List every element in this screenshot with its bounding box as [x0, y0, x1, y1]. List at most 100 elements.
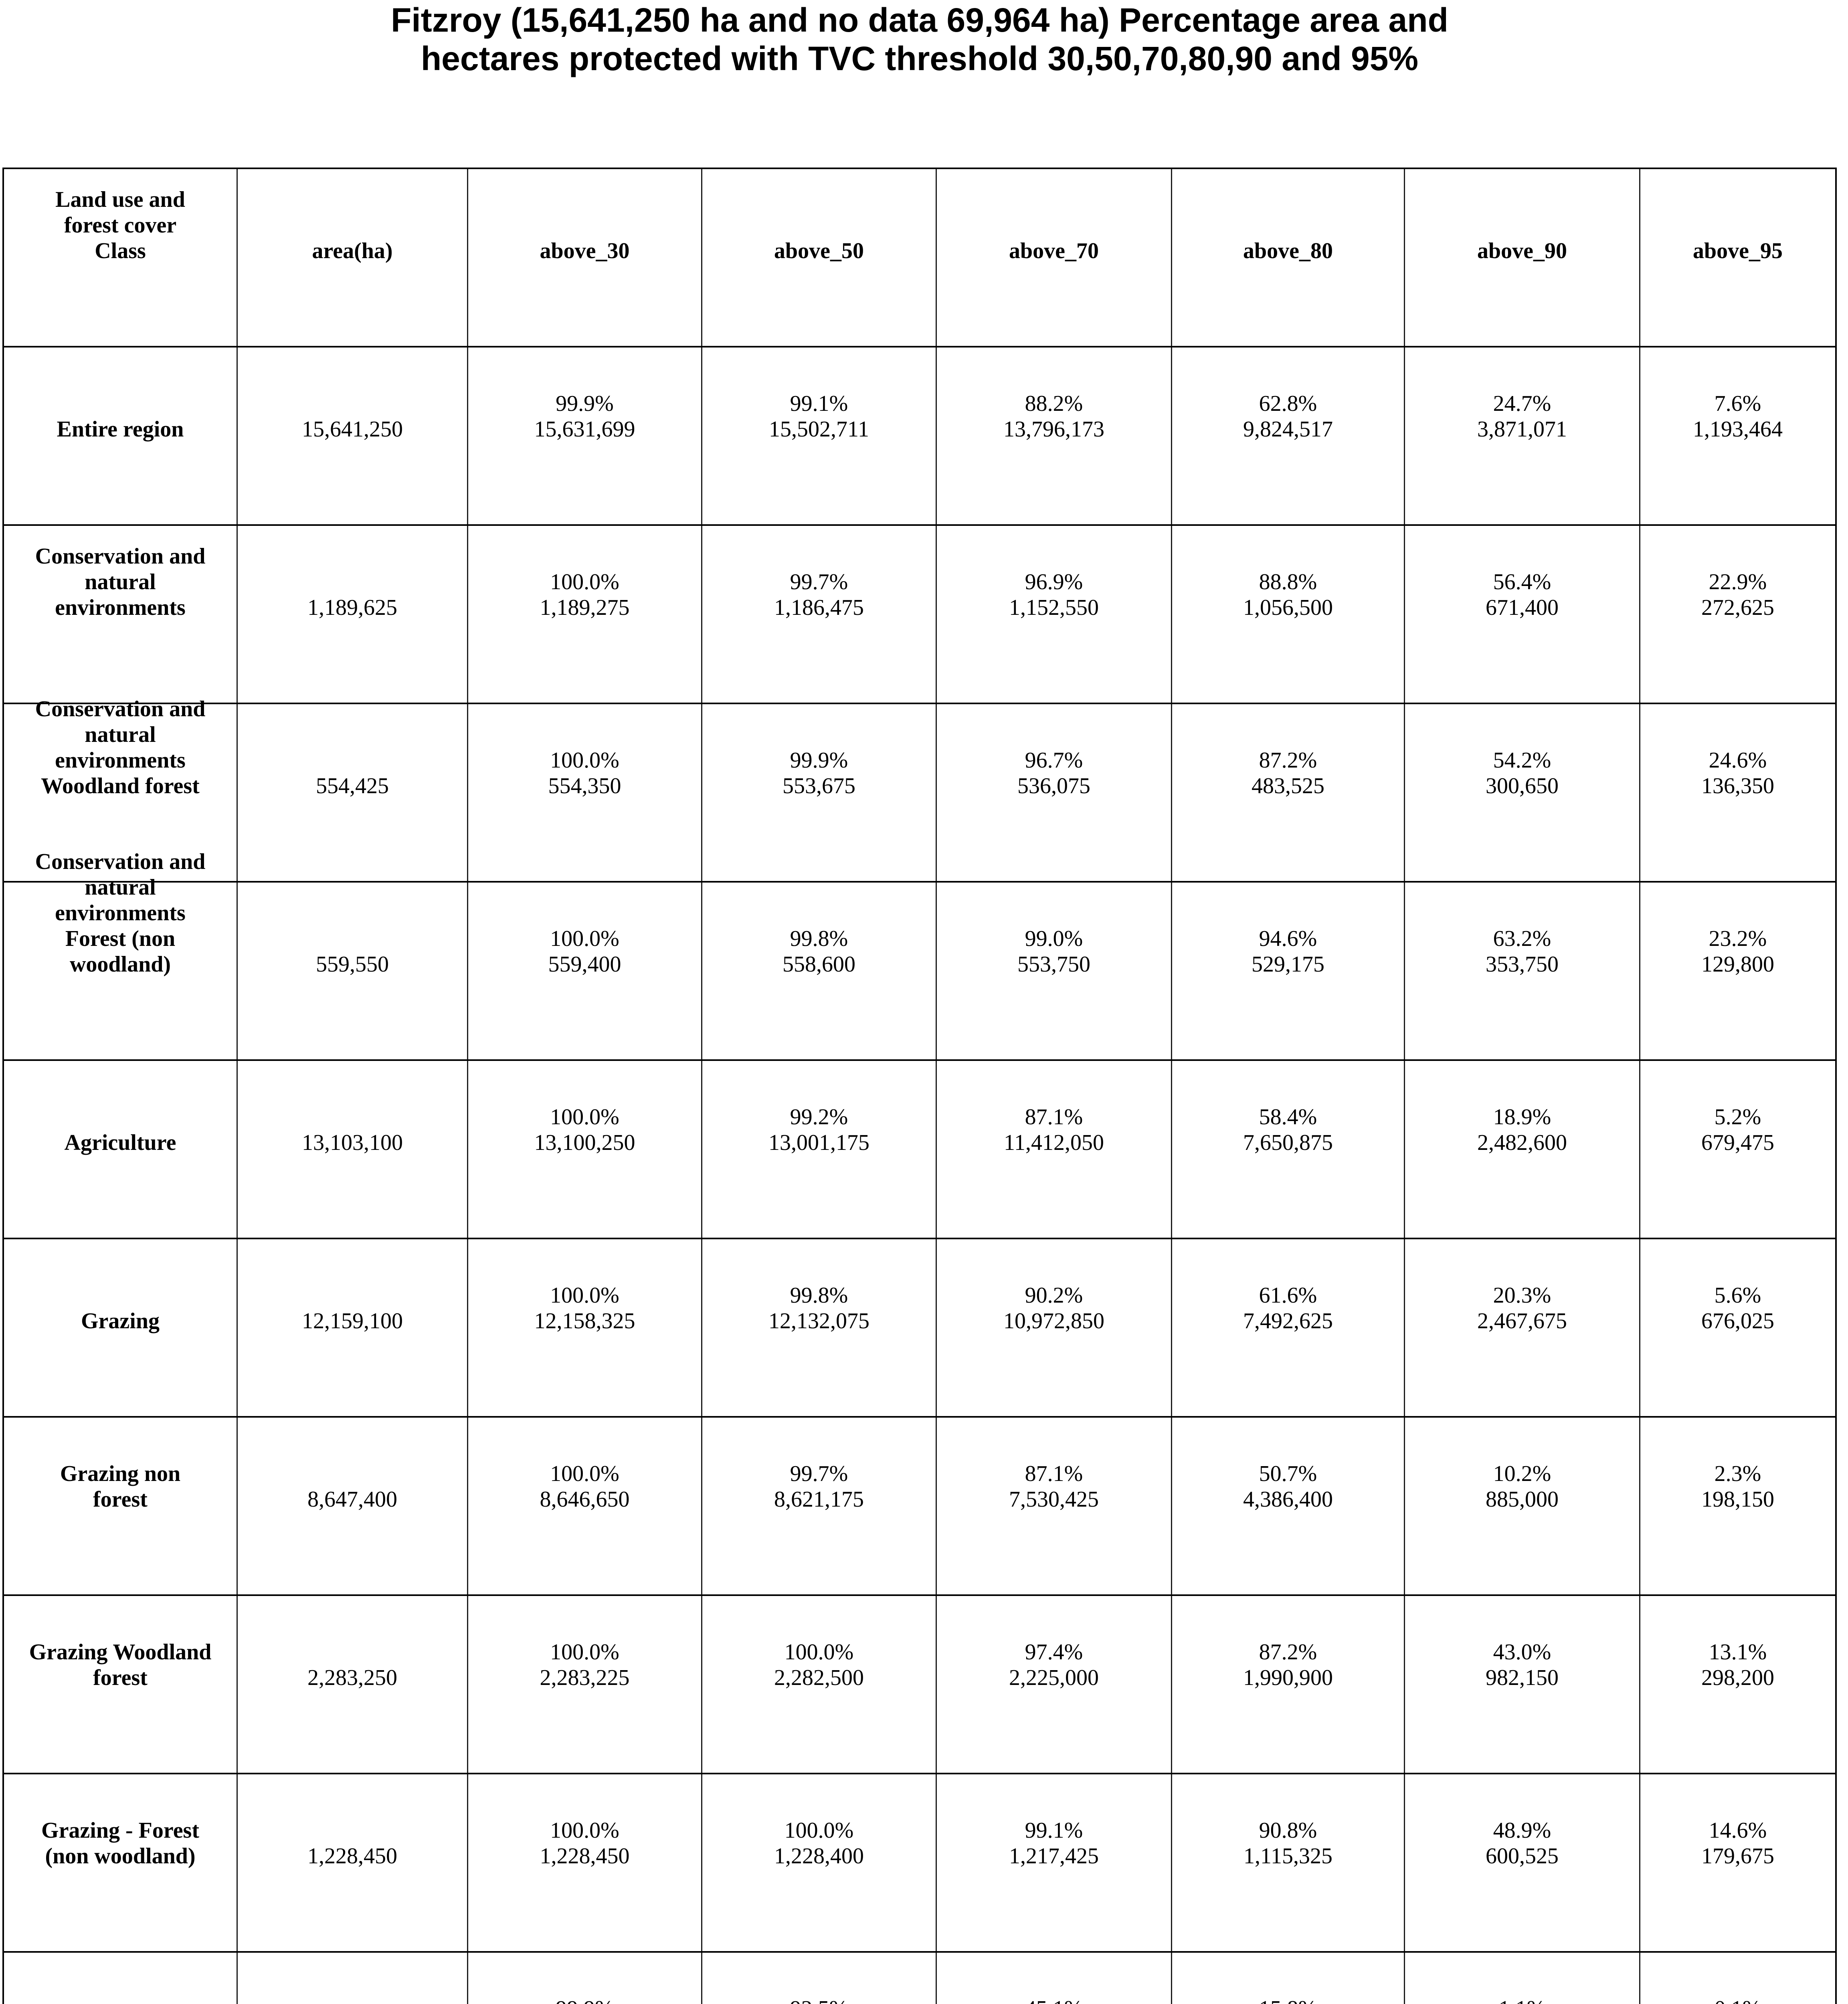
percent-value: 5.6% [1714, 1283, 1761, 1308]
table-row: Conservation and natural environments Woodl… [4, 697, 1835, 883]
data-cell: 100.0% 1,228,450 [468, 1774, 702, 1951]
data-cell: 24.6% 136,350 [1640, 704, 1835, 881]
hectares-value: 353,750 [1486, 952, 1559, 977]
row-label: Entire region [57, 417, 184, 442]
data-cell: 87.2% 1,990,900 [1172, 1596, 1405, 1773]
hectares-value: 198,150 [1701, 1487, 1774, 1512]
header-cell-area: area(ha) [238, 169, 468, 346]
percent-value: 90.8% [1259, 1818, 1317, 1843]
data-cell: 54.2% 300,650 [1405, 704, 1640, 881]
table-row: Grazing Woodland forest 2,283,250 100.0% 2… [4, 1596, 1835, 1774]
row-label: Grazing - Forest (non woodland) [41, 1818, 199, 1869]
percent-value: 0.1% [1642, 1996, 1834, 2004]
percent-value: 100.0% [550, 1461, 619, 1486]
data-cell: 2.3% 198,150 [1640, 1418, 1835, 1594]
hectares-value: 982,150 [1486, 1665, 1559, 1690]
header-cell-above-70: above_70 [937, 169, 1172, 346]
percent-value: 100.0% [550, 1283, 619, 1308]
hectares-value: 11,412,050 [1004, 1130, 1104, 1155]
percent-value: 88.2% [1025, 391, 1083, 416]
header-threshold-label: above_70 [1009, 238, 1099, 263]
percent-value: 22.9% [1708, 570, 1767, 594]
hectares-value: 1,186,475 [774, 595, 864, 620]
percent-value: 92.5% [704, 1996, 934, 2004]
hectares-value: 2,283,225 [540, 1665, 630, 1690]
header-cell-above-50: above_50 [702, 169, 937, 346]
percent-value: 100.0% [784, 1640, 854, 1665]
hectares-value: 1,228,400 [774, 1844, 864, 1869]
percent-value: 50.7% [1259, 1461, 1317, 1486]
percent-value: 58.4% [1259, 1105, 1317, 1129]
header-threshold-label: above_80 [1243, 238, 1333, 263]
data-cell: 1.1%9,275 [1405, 1953, 1640, 2004]
row-area-cell: 12,159,100 [238, 1239, 468, 1416]
hectares-value: 4,386,400 [1243, 1487, 1333, 1512]
hectares-value: 272,625 [1701, 595, 1774, 620]
percent-value: 13.1% [1708, 1640, 1767, 1665]
percent-value: 45.1% [938, 1996, 1169, 2004]
data-cell: 10.2% 885,000 [1405, 1418, 1640, 1594]
data-cell: 100.0% 1,228,400 [702, 1774, 937, 1951]
percent-value: 2.3% [1714, 1461, 1761, 1486]
percent-value: 63.2% [1493, 926, 1551, 951]
data-cell: 99.0% 553,750 [937, 883, 1172, 1059]
row-label-cell: Grazing - Forest (non woodland) [4, 1774, 238, 1951]
hectares-value: 676,025 [1701, 1309, 1774, 1333]
hectares-value: 559,400 [548, 952, 621, 977]
percent-value: 14.6% [1708, 1818, 1767, 1843]
data-cell: 87.2% 483,525 [1172, 704, 1405, 881]
data-cell: 61.6% 7,492,625 [1172, 1239, 1405, 1416]
data-cell: 62.8% 9,824,517 [1172, 347, 1405, 524]
row-area-cell: 13,103,100 [238, 1061, 468, 1238]
percent-value: 100.0% [784, 1818, 854, 1843]
percent-value: 100.0% [550, 748, 619, 773]
row-area-cell: 2,283,250 [238, 1596, 468, 1773]
row-area-cell: 1,189,625 [238, 526, 468, 703]
hectares-value: 7,530,425 [1009, 1487, 1099, 1512]
hectares-value: 13,001,175 [768, 1130, 869, 1155]
data-cell: 99.9% 15,631,699 [468, 347, 702, 524]
percent-value: 88.8% [1259, 570, 1317, 594]
data-cell: 99.8% 12,132,075 [702, 1239, 937, 1416]
table-row: Agriculture 13,103,100 100.0% 13,100,250 … [4, 1061, 1835, 1239]
percent-value: 87.1% [1025, 1105, 1083, 1129]
row-label: Grazing [81, 1309, 160, 1333]
percent-value: 87.1% [1025, 1461, 1083, 1486]
percent-value: 24.6% [1708, 748, 1767, 773]
data-cell: 43.0% 982,150 [1405, 1596, 1640, 1773]
data-cell: 90.8% 1,115,325 [1172, 1774, 1405, 1951]
row-label: Grazing Woodland forest [29, 1640, 212, 1690]
hectares-value: 179,675 [1701, 1844, 1774, 1869]
data-cell: 99.7% 1,186,475 [702, 526, 937, 703]
hectares-value: 3,871,071 [1477, 417, 1567, 442]
area-value: 12,159,100 [302, 1309, 403, 1333]
percent-value: 62.8% [1259, 391, 1317, 416]
percent-value: 54.2% [1493, 748, 1551, 773]
percent-value: 99.8% [790, 1283, 848, 1308]
data-cell: 13.1% 298,200 [1640, 1596, 1835, 1773]
percent-value: 100.0% [550, 570, 619, 594]
percent-value: 20.3% [1493, 1283, 1551, 1308]
hectares-value: 129,800 [1701, 952, 1774, 977]
percent-value: 90.2% [1025, 1283, 1083, 1308]
percent-value: 99.0% [1025, 926, 1083, 951]
data-cell: 23.2% 129,800 [1640, 883, 1835, 1059]
data-cell: 99.7% 8,621,175 [702, 1418, 937, 1594]
hectares-value: 8,646,650 [540, 1487, 630, 1512]
percent-value: 1.1% [1407, 1996, 1638, 2004]
table-row: Grazing non forest 8,647,400 100.0% 8,646,… [4, 1418, 1835, 1596]
hectares-value: 1,217,425 [1009, 1844, 1099, 1869]
percent-value: 99.9% [470, 1996, 700, 2004]
data-cell: 58.4% 7,650,875 [1172, 1061, 1405, 1238]
hectares-value: 671,400 [1486, 595, 1559, 620]
hectares-value: 2,467,675 [1477, 1309, 1567, 1333]
percent-value: 15.8% [1174, 1996, 1402, 2004]
hectares-value: 300,650 [1486, 774, 1559, 798]
hectares-value: 554,350 [548, 774, 621, 798]
data-cell: 56.4% 671,400 [1405, 526, 1640, 703]
percent-value: 87.2% [1259, 748, 1317, 773]
header-threshold-label: above_30 [540, 238, 630, 263]
row-area-cell: 559,550 [238, 883, 468, 1059]
percent-value: 100.0% [550, 1105, 619, 1129]
percent-value: 99.7% [790, 1461, 848, 1486]
